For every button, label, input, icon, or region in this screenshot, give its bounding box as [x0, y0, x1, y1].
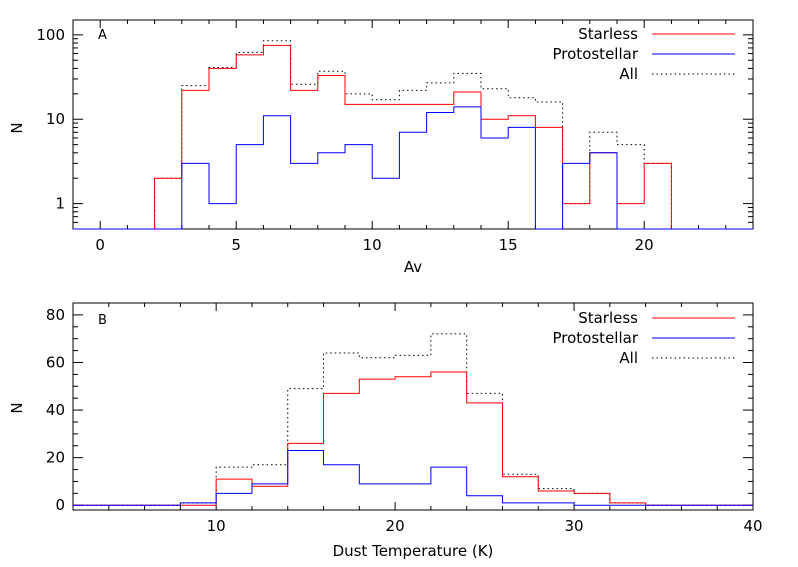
panel-b-ytick-label-80: 80: [46, 306, 65, 324]
panel-b-ytick-label-40: 40: [46, 401, 65, 419]
panel-b-xlabel: Dust Temperature (K): [333, 542, 494, 560]
panel-b-ytick-label-60: 60: [46, 353, 65, 371]
panel-b-legend-label-all: All: [619, 349, 638, 367]
panel-b-series-starless: [73, 372, 753, 505]
panel-b-dust-temperature-histogram: B N Dust Temperature (K) 10 20 30 40 0 20 40 60…: [8, 303, 763, 560]
panel-a-ytick-label-10: 10: [46, 110, 65, 128]
panel-b-legend: Starless Protostellar All: [553, 309, 735, 367]
panel-a-xtick-label-10: 10: [363, 236, 382, 254]
panel-b-xtick-label-40: 40: [743, 517, 762, 535]
panel-a-xtick-label-20: 20: [635, 236, 654, 254]
panel-b-xtick-label-10: 10: [207, 517, 226, 535]
panel-b-legend-label-starless: Starless: [578, 309, 638, 327]
panel-a-series: [73, 41, 753, 229]
panel-b-letter: B: [98, 313, 107, 328]
panel-a-xtick-label-5: 5: [231, 236, 241, 254]
panel-b-xtick-label-30: 30: [565, 517, 584, 535]
panel-a-ticks: 0 5 10 15 20 1 10 100: [36, 20, 753, 254]
panel-b-xtick-label-20: 20: [386, 517, 405, 535]
panel-b-series-protostellar: [73, 451, 753, 506]
panel-a-xtick-label-15: 15: [499, 236, 518, 254]
panel-a-ytick-label-100: 100: [36, 26, 65, 44]
panel-a-legend-label-all: All: [619, 65, 638, 83]
panel-b-ytick-label-20: 20: [46, 449, 65, 467]
panel-a-ytick-label-1: 1: [55, 195, 65, 213]
panel-a-legend: Starless Protostellar All: [553, 25, 735, 83]
panel-a-xtick-label-0: 0: [95, 236, 105, 254]
panel-a-series-protostellar: [73, 107, 753, 229]
panel-b-frame: [73, 303, 753, 510]
histogram-figure: A N Av 0 5 10 15 20110100 StarlessProtostell…: [0, 0, 798, 567]
panel-b-legend-label-protostellar: Protostellar: [553, 329, 639, 347]
panel-b-series-all: [73, 334, 753, 505]
panel-a-legend-label-starless: Starless: [578, 25, 638, 43]
panel-a-series-starless: [73, 45, 753, 229]
panel-a-letter: A: [98, 28, 107, 43]
panel-a-series-all: [73, 41, 753, 229]
panel-a-xlabel: Av: [404, 258, 422, 276]
panel-a-ylabel: N: [8, 122, 26, 133]
panel-a-legend-label-protostellar: Protostellar: [553, 45, 639, 63]
panel-b-series: [73, 334, 753, 505]
panel-a-av-histogram: A N Av 0 5 10 15 20 1 10 100 Starless Protostell…: [8, 20, 753, 276]
panel-a-frame: [73, 20, 753, 229]
panel-b-ytick-label-0: 0: [55, 496, 65, 514]
panel-b-ylabel: N: [8, 402, 26, 413]
